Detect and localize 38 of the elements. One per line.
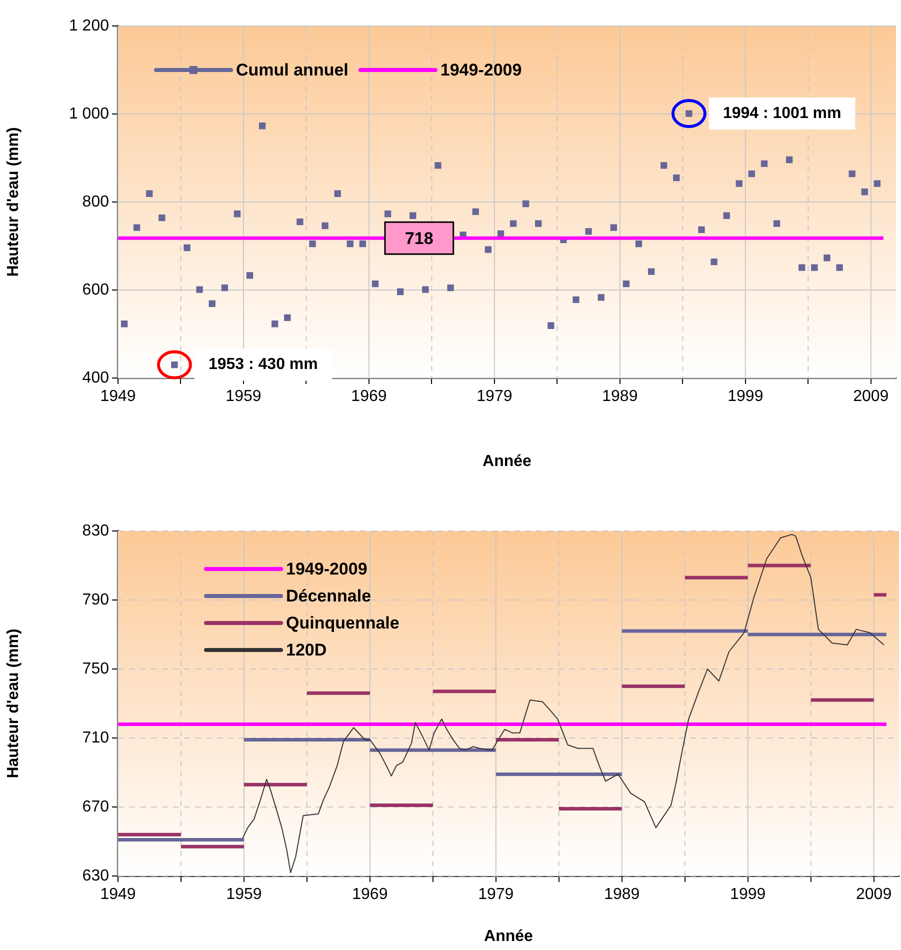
- x-tick-label: 2009: [853, 388, 889, 406]
- legend-label: 120D: [286, 640, 327, 660]
- y-tick-label: 670: [82, 798, 110, 816]
- x-tick-label: 1989: [604, 886, 640, 904]
- y-tick-label: 400: [82, 369, 110, 386]
- y-tick-label: 1 200: [68, 17, 110, 34]
- x-tick-label: 1989: [602, 388, 638, 406]
- x-tick-label: 1999: [730, 886, 766, 904]
- legend-label: Décennale: [286, 586, 372, 606]
- y-axis-title: Hauteur d'eau (mm): [5, 127, 22, 277]
- y-tick-label: 1 000: [68, 105, 110, 122]
- legend-label: Cumul annuel: [236, 60, 348, 80]
- x-tick-label: 1949: [100, 886, 136, 904]
- x-axis-title: Année: [482, 452, 532, 470]
- x-tick-label: 1979: [476, 388, 512, 406]
- x-axis-title: Année: [484, 928, 534, 945]
- legend-label: 1949-2009: [440, 60, 522, 80]
- legend-label: 1949-2009: [286, 560, 368, 579]
- x-tick-label: 1949: [100, 388, 136, 406]
- legend-label: Quinquennale: [286, 614, 400, 633]
- x-tick-label: 1979: [478, 886, 514, 904]
- annotation: 1953 : 430 mm: [208, 356, 318, 374]
- y-tick-label: 750: [82, 660, 110, 678]
- x-tick-label: 1959: [226, 886, 262, 904]
- y-tick-label: 800: [82, 193, 110, 210]
- annotation: 718: [404, 228, 434, 248]
- x-tick-label: 1969: [351, 388, 387, 406]
- y-axis-title: Hauteur d'eau (mm): [5, 628, 22, 778]
- y-tick-label: 710: [82, 729, 110, 746]
- y-tick-label: 830: [82, 522, 110, 540]
- x-tick-label: 1999: [728, 388, 764, 406]
- y-tick-label: 630: [82, 867, 110, 884]
- y-tick-label: 790: [82, 591, 110, 608]
- x-tick-label: 2009: [856, 886, 892, 904]
- x-tick-label: 1969: [352, 886, 388, 904]
- y-tick-label: 600: [82, 281, 110, 298]
- annotation: 1994 : 1001 mm: [722, 104, 842, 122]
- x-tick-label: 1959: [226, 388, 262, 406]
